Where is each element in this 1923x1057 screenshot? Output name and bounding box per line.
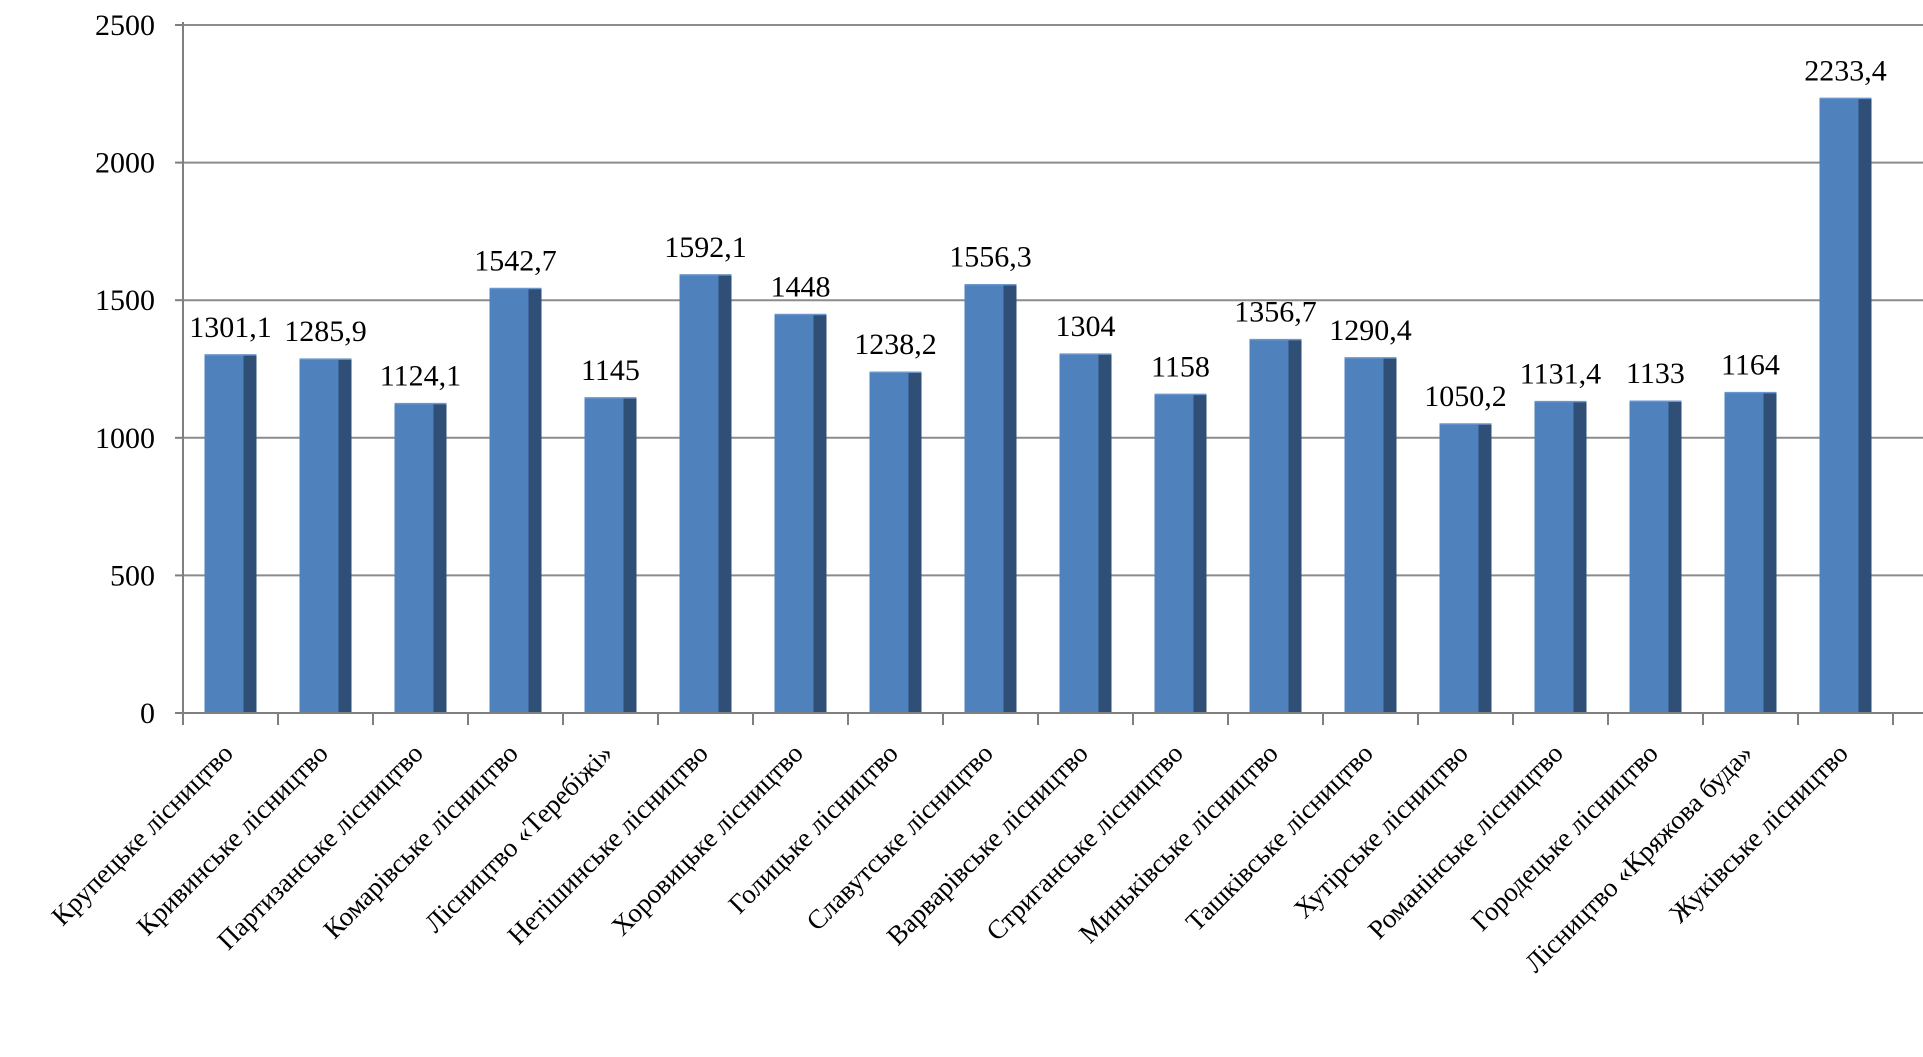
bar	[204, 354, 257, 713]
data-label: 2233,4	[1804, 54, 1887, 87]
category-label: Лісництво «Теребіжі»	[419, 738, 619, 938]
category-label: Славутське лісництво	[800, 738, 998, 936]
bar-front	[394, 403, 434, 713]
bar	[584, 397, 637, 713]
bar-front	[204, 354, 244, 713]
data-label: 1448	[771, 271, 831, 304]
bar	[394, 402, 447, 713]
bar	[299, 358, 352, 713]
bar	[869, 371, 922, 713]
bar-side	[1383, 357, 1397, 713]
bar	[1154, 393, 1207, 713]
bar	[1439, 423, 1492, 713]
bar-side	[623, 397, 637, 713]
data-label: 1131,4	[1520, 358, 1601, 391]
bar-side	[1098, 354, 1112, 713]
bar	[1249, 338, 1302, 713]
bar-front	[1059, 354, 1099, 713]
bar-side	[433, 403, 447, 713]
data-label: 1238,2	[854, 328, 937, 361]
bar-front	[299, 359, 339, 713]
category-label: Романінське лісництво	[1362, 738, 1569, 945]
y-tick-label: 0	[140, 697, 155, 730]
bar	[774, 313, 827, 713]
bar-side	[1193, 394, 1207, 713]
bar	[1724, 391, 1777, 713]
bar-side	[1478, 423, 1492, 713]
data-label: 1050,2	[1424, 380, 1507, 413]
bar-side	[1003, 284, 1017, 713]
data-label: 1285,9	[284, 315, 367, 348]
bar	[1344, 357, 1397, 713]
data-label: 1290,4	[1329, 314, 1412, 347]
category-label: Голицьке лісництво	[722, 738, 903, 919]
data-label: 1304	[1056, 310, 1116, 343]
bar-side	[908, 372, 922, 713]
category-label: Крупецьке лісництво	[46, 738, 239, 931]
y-tick-label: 2000	[95, 147, 155, 180]
y-tick-label: 500	[110, 559, 155, 592]
bar-front	[1154, 394, 1194, 713]
bar-front	[489, 288, 529, 713]
bar-front	[1819, 98, 1859, 714]
data-label: 1592,1	[664, 231, 747, 264]
bar-front	[1344, 357, 1384, 713]
data-label: 1542,7	[474, 244, 557, 277]
bar	[679, 274, 732, 713]
bar	[1819, 97, 1872, 714]
bar	[489, 287, 542, 713]
bar-side	[1573, 401, 1587, 713]
bars	[204, 97, 1872, 714]
bar-side	[1763, 392, 1777, 713]
data-label: 1301,1	[189, 311, 272, 344]
category-label: Хутірське лісництво	[1288, 738, 1474, 924]
category-label: Ташківське лісництво	[1180, 738, 1379, 937]
bar-side	[1668, 401, 1682, 713]
bar-front	[1724, 392, 1764, 713]
data-label: 1133	[1626, 357, 1685, 390]
bar-front	[1534, 401, 1574, 713]
bar-front	[584, 397, 624, 713]
bar-side	[528, 288, 542, 713]
bar-front	[964, 284, 1004, 713]
bar-side	[1858, 98, 1872, 714]
category-label: Комарівське лісництво	[317, 738, 523, 944]
axes	[175, 22, 1923, 725]
category-label: Кривинське лісництво	[131, 738, 334, 941]
bar-front	[1629, 401, 1669, 713]
bar-side	[243, 354, 257, 713]
bar-front	[774, 314, 814, 713]
bar	[1534, 400, 1587, 713]
y-tick-label: 1500	[95, 284, 155, 317]
bar-front	[1439, 423, 1479, 713]
data-label: 1158	[1151, 350, 1210, 383]
y-tick-label: 2500	[95, 9, 155, 42]
data-label: 1124,1	[380, 360, 461, 393]
bar-front	[679, 274, 719, 713]
bar-front	[869, 372, 909, 713]
y-tick-label: 1000	[95, 422, 155, 455]
bar	[1629, 400, 1682, 713]
bar	[1059, 353, 1112, 713]
data-label: 1356,7	[1234, 296, 1317, 329]
bar	[964, 283, 1017, 713]
bar-side	[813, 314, 827, 713]
bar-side	[338, 359, 352, 713]
category-label: Хоровицьке лісництво	[605, 738, 808, 941]
category-label: Городецьке лісництво	[1465, 738, 1664, 937]
data-label: 1164	[1721, 349, 1780, 382]
bar-side	[718, 274, 732, 713]
data-label: 1145	[581, 354, 640, 387]
bar-front	[1249, 339, 1289, 713]
y-axis-tick-labels: 0 500 1000 1500 2000 2500	[95, 9, 155, 730]
data-labels: 1301,1 1285,9 1124,1 1542,7 1145 1592,1 1448 12…	[189, 54, 1887, 413]
category-label: Жуківське лісництво	[1663, 738, 1853, 928]
data-label: 1556,3	[949, 241, 1032, 274]
bar-side	[1288, 339, 1302, 713]
